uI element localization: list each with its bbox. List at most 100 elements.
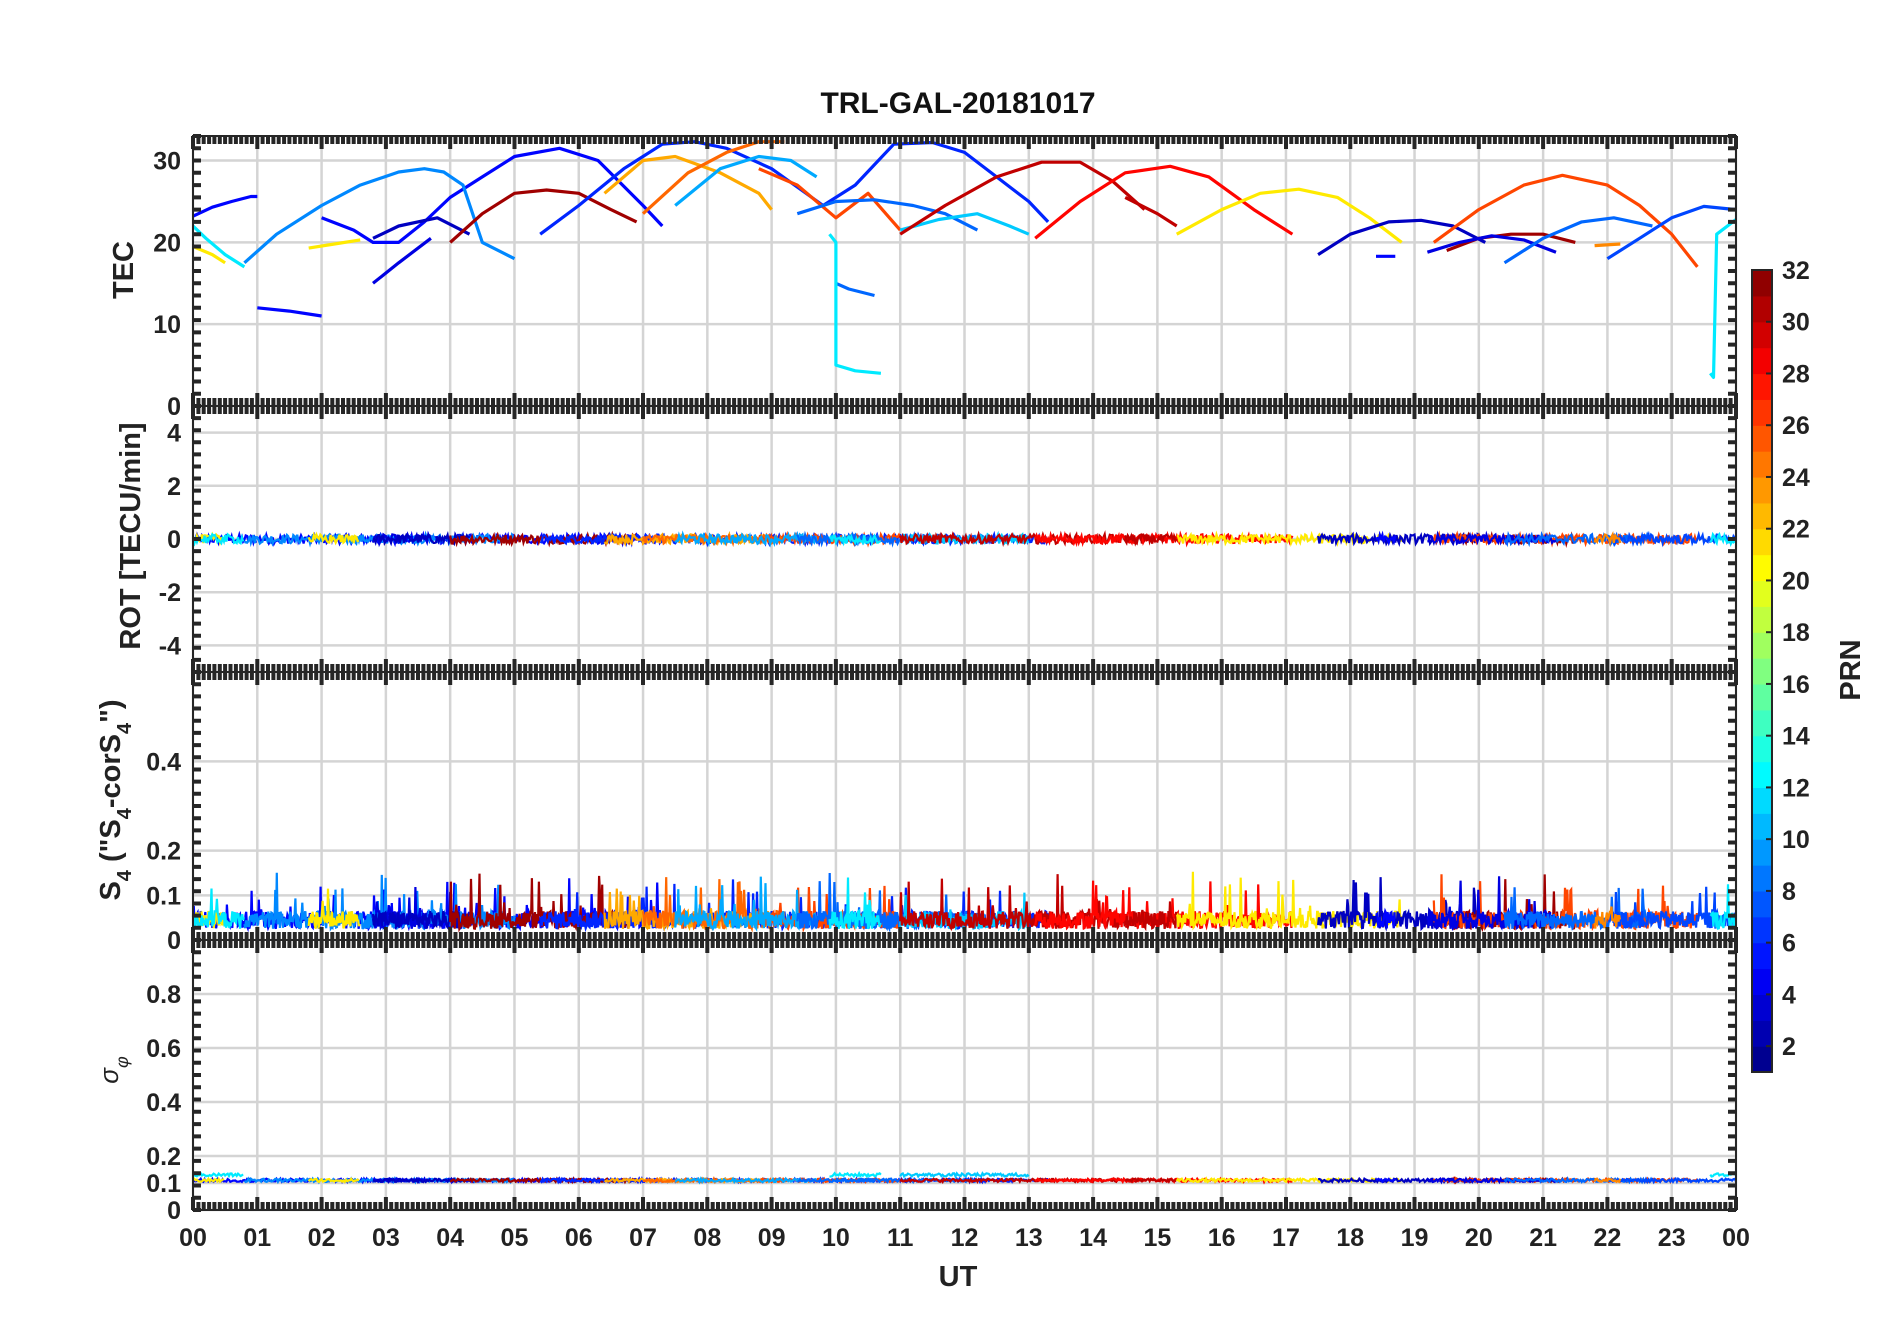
noise-trace [1317,877,1486,932]
noise-trace [829,1170,882,1179]
tec-series-line [1503,216,1653,265]
tec-series-line [1175,187,1403,244]
tec-series-line [674,154,818,207]
colorbar-tick-label: 22 [1782,516,1810,544]
x-tick-label: 12 [951,1224,979,1252]
colorbar-tick-label: 14 [1782,723,1810,751]
x-tick-label: 19 [1401,1224,1429,1252]
noise-trace [1034,530,1294,548]
minor-ticks [191,938,1738,1212]
colorbar-tick-label: 16 [1782,671,1810,699]
y-tick-label: 0 [167,526,181,554]
x-tick-label: 13 [1015,1224,1043,1252]
colorbar-segment [1752,761,1772,789]
y-tick-label: 0 [167,393,181,421]
x-tick-label: 07 [629,1224,657,1252]
noise-trace [1593,906,1622,929]
x-tick-label: 01 [243,1224,271,1252]
tec-series-line [1446,232,1576,252]
tec-series-line [449,188,638,244]
colorbar-segment [1752,658,1772,685]
tec-series-line [603,154,773,211]
tec-series-line [1124,195,1178,228]
noise-trace [1124,901,1178,932]
minor-ticks [191,404,1738,674]
colorbar-segment [1752,942,1772,970]
colorbar-segment [1752,968,1772,995]
colorbar-tick-label: 6 [1782,930,1796,958]
x-tick-label: 20 [1465,1224,1493,1252]
x-tick-label: 00 [179,1224,207,1252]
x-tick-label: 02 [308,1224,336,1252]
y-tick-label: 0 [167,1197,181,1225]
noise-trace [1593,1177,1622,1184]
minor-ticks [191,670,1738,942]
tec-series-line [758,167,902,232]
rot-ylabel: ROT [TECU/min] [115,422,147,649]
tec-series-line [308,238,361,250]
tec-series-line [1034,164,1294,240]
noise-trace [828,877,882,930]
colorbar-tick-label: 2 [1782,1033,1796,1061]
noise-trace [674,530,818,548]
x-axis-label: UT [939,1261,978,1293]
tec-series-line [1317,218,1487,256]
colorbar-segment [1752,839,1772,866]
tec-series-line [1606,204,1737,261]
colorbar-tick-label: 4 [1782,981,1796,1009]
colorbar-segment [1752,916,1772,944]
noise-trace [192,532,245,547]
x-tick-label: 16 [1208,1224,1236,1252]
y-tick-label: 10 [153,311,181,339]
x-tick-label: 15 [1143,1224,1171,1252]
colorbar-segment [1752,994,1772,1021]
noise-trace [307,1177,360,1184]
tec-ylabel: TEC [108,241,140,299]
noise-trace [835,1176,876,1184]
x-tick-label: 23 [1658,1224,1686,1252]
x-tick-label: 11 [887,1224,914,1252]
noise-trace [674,876,818,933]
colorbar-segment [1752,890,1772,918]
colorbar-segment [1752,787,1772,814]
colorbar-tick-label: 30 [1782,309,1810,337]
y-tick-label: 4 [167,420,181,448]
y-tick-label: 0.2 [146,1143,181,1171]
colorbar-tick-label: 32 [1782,257,1810,285]
noise-trace [1709,531,1737,548]
noise-trace [1375,907,1396,929]
noise-trace [1375,1177,1397,1184]
noise-trace [192,1176,225,1184]
x-tick-label: 10 [822,1224,850,1252]
x-tick-labels: 00 01 02 03 04 05 06 07 08 09 10 11 12 13 14 15 16 17 18 19… [179,1224,1750,1252]
y-tick-label: 0 [167,927,181,955]
noise-trace [899,1171,1030,1180]
tec-series-line [1594,242,1621,248]
colorbar-segment [1752,632,1772,659]
tec-series-line [192,194,258,218]
colorbar-segment [1752,451,1772,478]
tec-series-line [192,245,226,265]
colorbar-tick-label: 20 [1782,567,1810,595]
tec-series-line [257,306,322,318]
noise-trace [307,531,360,546]
x-tick-label: 04 [436,1224,464,1252]
x-tick-label: 18 [1336,1224,1364,1252]
colorbar-segment [1752,1020,1772,1047]
colorbar-tick-label: 28 [1782,360,1810,388]
s4-panel: 0 0.1 0.2 0.4 [146,670,1738,955]
y-tick-label: 0.2 [146,838,181,866]
noise-trace [1606,1176,1737,1185]
traces [191,530,1738,548]
tec-series-line [372,237,432,285]
y-tick-label: 2 [167,473,181,501]
minor-ticks [191,134,1738,408]
noise-trace [828,533,881,547]
colorbar-segment [1752,295,1772,323]
noise-trace [1593,530,1622,547]
x-tick-label: 14 [1079,1224,1107,1252]
colorbar-segment [1752,709,1772,737]
y-tick-label: 0.4 [146,748,181,776]
